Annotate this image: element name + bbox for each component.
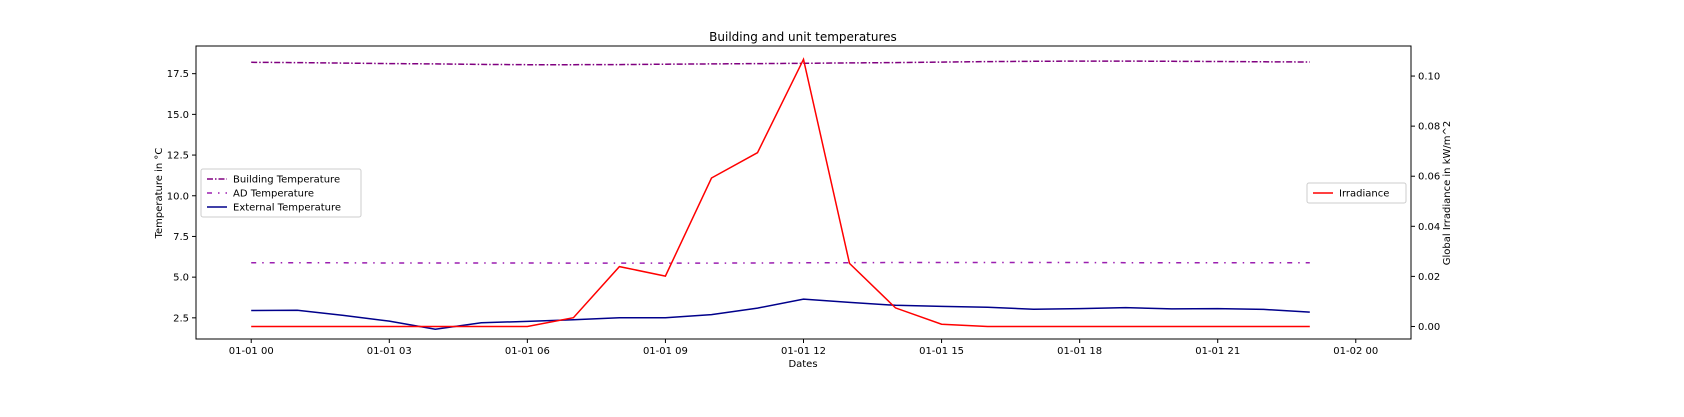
series-lines xyxy=(251,57,1310,330)
x-tick-label: 01-01 15 xyxy=(919,346,964,357)
plot-area xyxy=(195,45,1412,340)
y-tick-label: 17.5 xyxy=(167,69,189,80)
series-line-ad-temperature xyxy=(251,261,1310,264)
y-axis-right: 0.00 0.02 0.04 0.06 0.08 0.10 xyxy=(1411,72,1440,333)
y-tick-label: 5.0 xyxy=(173,273,189,284)
series-line-building-temperature xyxy=(251,60,1310,66)
x-tick-label: 01-01 21 xyxy=(1195,346,1240,357)
x-axis-label: Dates xyxy=(788,359,817,370)
series-line-irradiance xyxy=(251,57,1310,328)
y2-axis-label: Global Irradiance in kW/m^2 xyxy=(1442,121,1453,265)
y-tick-label: 7.5 xyxy=(173,232,189,243)
x-tick-label: 01-01 12 xyxy=(781,346,826,357)
x-tick-label: 01-01 03 xyxy=(367,346,412,357)
y2-tick-label: 0.06 xyxy=(1418,172,1440,183)
legend-box xyxy=(1306,182,1407,204)
x-tick-label: 01-01 09 xyxy=(643,346,688,357)
legend-left: Building Temperature AD Temperature Extern… xyxy=(200,168,362,218)
legend-box xyxy=(200,168,362,218)
y2-tick-label: 0.04 xyxy=(1418,222,1440,233)
x-axis: 01-01 00 01-01 03 01-01 06 01-01 09 01-01 12… xyxy=(229,339,1378,357)
x-tick-label: 01-01 18 xyxy=(1057,346,1102,357)
legend-label: Building Temperature xyxy=(233,175,340,186)
x-tick-label: 01-01 00 xyxy=(229,346,274,357)
y-tick-label: 12.5 xyxy=(167,151,189,162)
x-tick-label: 01-02 00 xyxy=(1333,346,1378,357)
legend-label: AD Temperature xyxy=(233,189,314,200)
legend-label: Irradiance xyxy=(1339,189,1389,200)
y-tick-label: 10.0 xyxy=(167,191,189,202)
y-tick-label: 2.5 xyxy=(173,313,189,324)
y2-tick-label: 0.08 xyxy=(1418,122,1440,133)
y2-tick-label: 0.10 xyxy=(1418,72,1440,83)
y2-tick-label: 0.00 xyxy=(1418,322,1440,333)
y-axis-left: 2.5 5.0 7.5 10.0 12.5 15.0 17.5 xyxy=(167,69,196,324)
y-axis-label: Temperature in °C xyxy=(154,148,165,240)
series-line-external-temperature xyxy=(251,298,1310,330)
legend-right: Irradiance xyxy=(1306,182,1407,204)
legend-label: External Temperature xyxy=(233,203,341,214)
x-tick-label: 01-01 06 xyxy=(505,346,550,357)
y-tick-label: 15.0 xyxy=(167,110,189,121)
y2-tick-label: 0.02 xyxy=(1418,272,1440,283)
chart-title: Building and unit temperatures xyxy=(709,30,897,44)
